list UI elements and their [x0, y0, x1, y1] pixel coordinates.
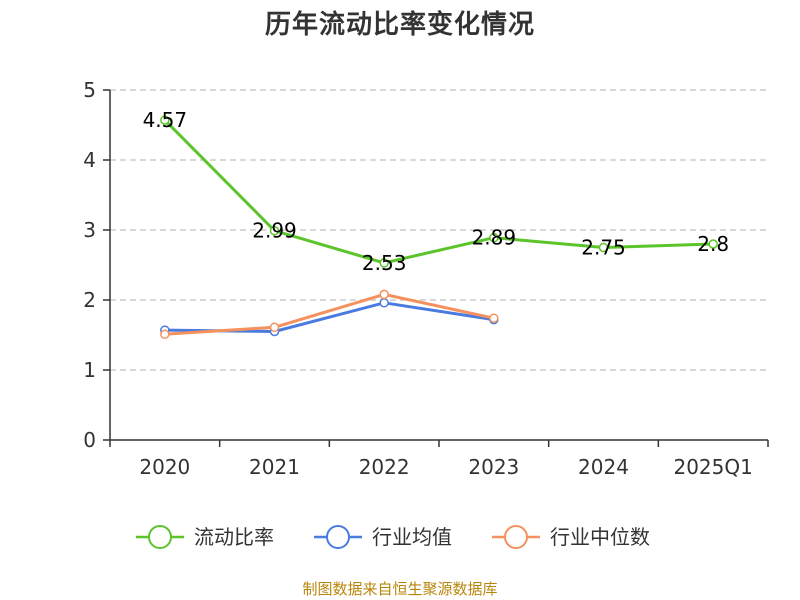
legend-item: 流动比率 — [136, 525, 274, 549]
legend-marker — [148, 525, 172, 549]
data-point — [598, 242, 609, 253]
y-tick-label: 3 — [83, 218, 96, 242]
data-label: 4.57 — [143, 108, 188, 132]
x-tick-label: 2020 — [139, 455, 190, 479]
legend-item: 行业中位数 — [492, 525, 650, 549]
axes: 0 1 2 3 4 5 2020 2021 2022 2023 2024 2025Q1 — [83, 78, 769, 479]
series-line — [164, 292, 495, 336]
data-label: 2.89 — [472, 226, 517, 250]
data-labels: 4.57 2.99 2.53 2.89 2.75 2.8 — [143, 108, 730, 275]
grid-lines — [110, 89, 768, 371]
legend-item: 行业均值 — [314, 525, 452, 549]
x-tick-label: 2024 — [578, 455, 629, 479]
data-label: 2.99 — [252, 219, 297, 243]
y-tick-label: 1 — [83, 358, 96, 382]
legend-label: 流动比率 — [194, 525, 274, 549]
series-lines — [160, 115, 718, 340]
data-point — [160, 329, 170, 340]
legend-marker — [504, 525, 528, 549]
x-tick-label: 2023 — [468, 455, 519, 479]
legend-marker — [326, 525, 350, 549]
y-tick-label: 0 — [83, 428, 96, 452]
data-point — [160, 115, 170, 125]
y-tick-label: 2 — [83, 288, 96, 312]
series-line — [163, 119, 714, 265]
data-point — [379, 289, 389, 300]
data-label: 2.75 — [581, 236, 626, 260]
x-tick-label: 2021 — [249, 455, 300, 479]
y-tick-label: 5 — [83, 78, 96, 102]
data-point — [489, 313, 499, 323]
legend-label: 行业中位数 — [550, 525, 650, 549]
data-point — [379, 258, 389, 268]
data-point — [269, 322, 280, 333]
source-note: 制图数据来自恒生聚源数据库 — [302, 580, 498, 598]
data-label: 2.8 — [697, 232, 729, 256]
legend-label: 行业均值 — [372, 525, 452, 549]
data-point — [708, 239, 718, 249]
chart-title: 历年流动比率变化情况 — [264, 10, 535, 40]
data-point — [269, 225, 280, 236]
x-tick-label: 2025Q1 — [673, 455, 752, 479]
data-point — [379, 298, 389, 308]
data-label: 2.53 — [362, 251, 407, 275]
data-point — [489, 232, 499, 243]
legend: 流动比率 行业均值 行业中位数 — [136, 525, 650, 549]
x-tick-label: 2022 — [359, 455, 410, 479]
y-tick-label: 4 — [83, 148, 96, 172]
